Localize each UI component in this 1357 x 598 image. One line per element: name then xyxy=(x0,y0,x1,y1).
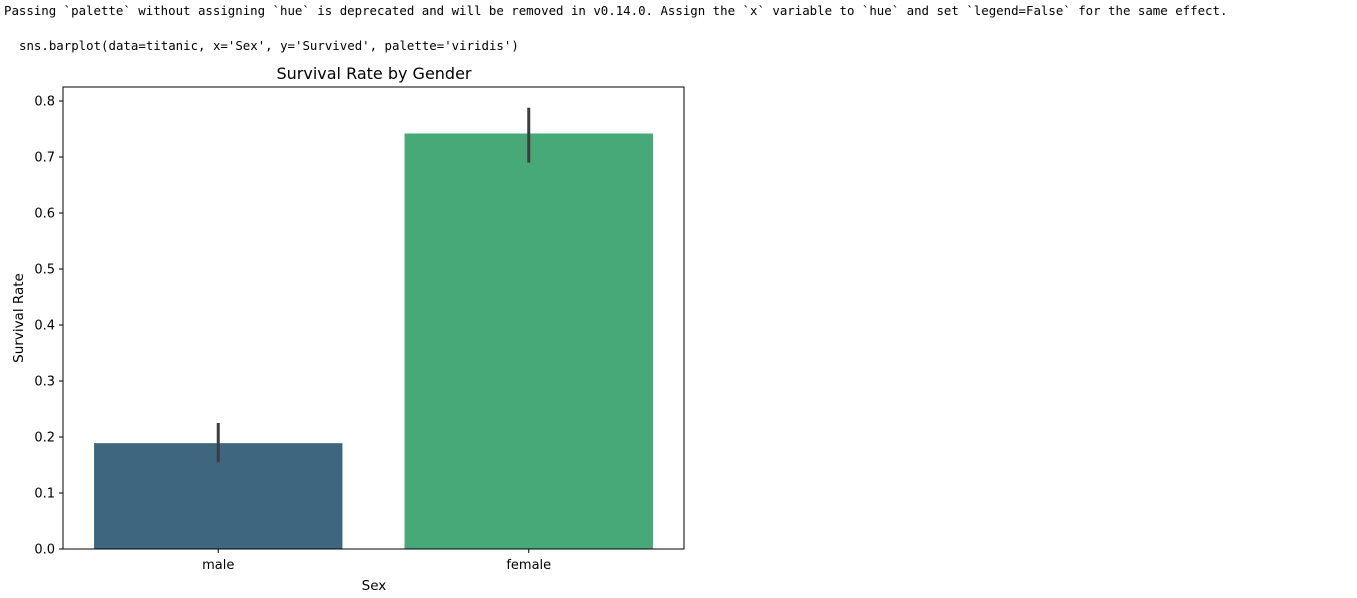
y-tick-label: 0.8 xyxy=(34,95,55,110)
code-source-line: sns.barplot(data=titanic, x='Sex', y='Su… xyxy=(19,38,519,53)
y-tick-label: 0.7 xyxy=(34,151,55,166)
x-tick-label: male xyxy=(202,558,234,573)
y-tick-label: 0.2 xyxy=(34,431,55,446)
bar-female xyxy=(404,133,653,550)
y-tick-label: 0.5 xyxy=(34,263,55,278)
x-axis-label: Sex xyxy=(362,578,387,594)
deprecation-warning: Passing `palette` without assigning `hue… xyxy=(4,3,1228,18)
y-tick-label: 0.0 xyxy=(34,543,55,558)
x-tick-label: female xyxy=(506,558,551,573)
chart-title: Survival Rate by Gender xyxy=(276,64,471,83)
y-tick-label: 0.4 xyxy=(34,319,55,334)
plot-frame xyxy=(62,86,685,550)
y-tick-label: 0.6 xyxy=(34,207,55,222)
y-tick-label: 0.3 xyxy=(34,375,55,390)
y-axis-label: Survival Rate xyxy=(11,273,27,363)
y-tick-label: 0.1 xyxy=(34,487,55,502)
